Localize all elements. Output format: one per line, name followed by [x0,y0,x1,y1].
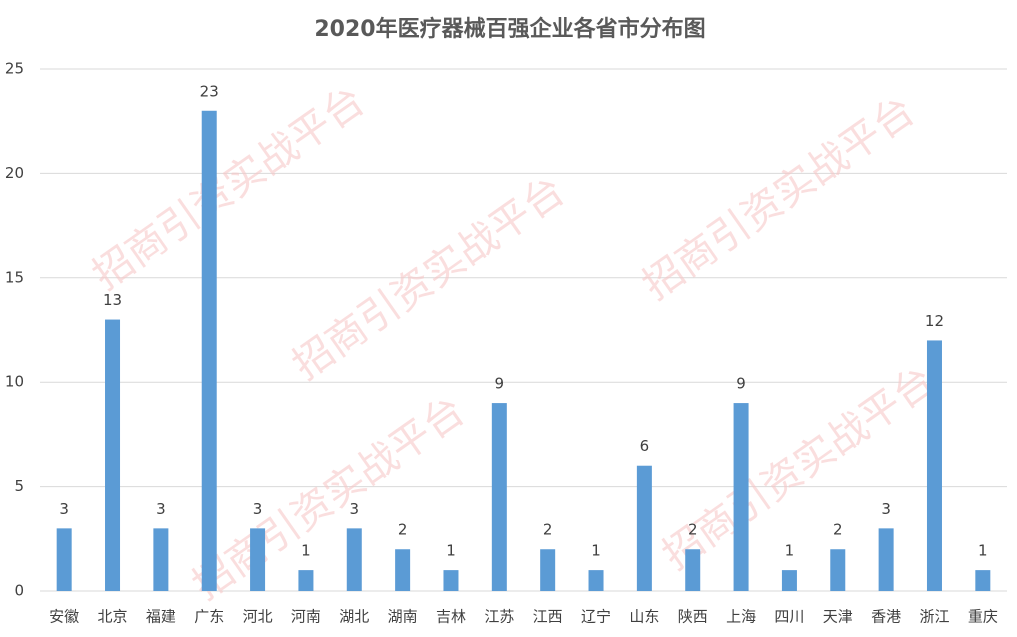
bar [250,528,266,591]
x-tick-label: 吉林 [436,608,466,626]
watermark: 招商引资实战平台 [85,78,374,299]
x-tick-label: 山东 [629,608,659,626]
watermark: 招商引资实战平台 [655,358,944,579]
y-tick-label: 25 [5,60,24,78]
data-label: 2 [833,521,843,539]
y-tick-label: 20 [5,164,24,182]
bar [201,110,217,591]
y-tick-label: 5 [14,477,24,495]
x-tick-label: 上海 [726,608,756,626]
data-label: 1 [785,542,795,560]
data-label: 2 [398,521,408,539]
watermark: 招商引资实战平台 [285,168,574,389]
bar [491,403,507,591]
data-label: 2 [688,521,698,539]
data-label: 9 [495,375,505,393]
bar [781,570,797,591]
data-label: 3 [59,500,69,518]
y-tick-label: 15 [5,268,24,286]
x-tick-label: 福建 [146,608,176,626]
data-label: 12 [925,312,944,330]
bar [443,570,459,591]
x-tick-label: 陕西 [678,608,708,626]
x-tick-label: 湖南 [388,608,418,626]
chart-title: 2020年医疗器械百强企业各省市分布图 [314,16,705,42]
data-label: 13 [103,291,122,309]
x-tick-label: 湖北 [339,608,369,626]
x-tick-label: 香港 [871,608,901,626]
data-label: 3 [881,500,891,518]
data-label: 6 [640,437,650,455]
bar [733,403,749,591]
y-tick-label: 0 [14,582,24,600]
x-tick-label: 浙江 [919,608,949,626]
data-label: 1 [591,542,601,560]
bar [588,570,604,591]
bar [975,570,991,591]
x-tick-label: 天津 [823,608,853,626]
x-tick-label: 江西 [533,608,563,626]
data-label: 9 [736,375,746,393]
data-label: 3 [350,500,360,518]
x-tick-label: 广东 [194,608,224,626]
x-tick-label: 重庆 [968,608,998,626]
bar [153,528,169,591]
data-label: 1 [446,542,456,560]
bar [685,549,701,591]
x-tick-label: 四川 [774,608,804,626]
x-tick-label: 辽宁 [581,608,611,626]
data-label: 23 [200,82,219,100]
data-label: 1 [301,542,311,560]
bar [926,340,942,591]
x-tick-label: 安徽 [49,608,79,626]
bar [346,528,362,591]
bar [830,549,846,591]
bar [105,319,121,591]
data-label: 1 [978,542,988,560]
bar [878,528,894,591]
data-label: 3 [156,500,166,518]
bar [540,549,556,591]
bar [636,465,652,591]
x-tick-label: 河南 [291,608,321,626]
watermark: 招商引资实战平台 [635,88,924,309]
watermark: 招商引资实战平台 [185,388,474,609]
x-tick-label: 北京 [98,608,128,626]
x-tick-label: 河北 [243,608,273,626]
x-tick-label: 江苏 [484,608,514,626]
data-label: 2 [543,521,553,539]
y-tick-label: 10 [5,373,24,391]
bar [298,570,314,591]
data-label: 3 [253,500,263,518]
bar [395,549,411,591]
bar [56,528,72,591]
